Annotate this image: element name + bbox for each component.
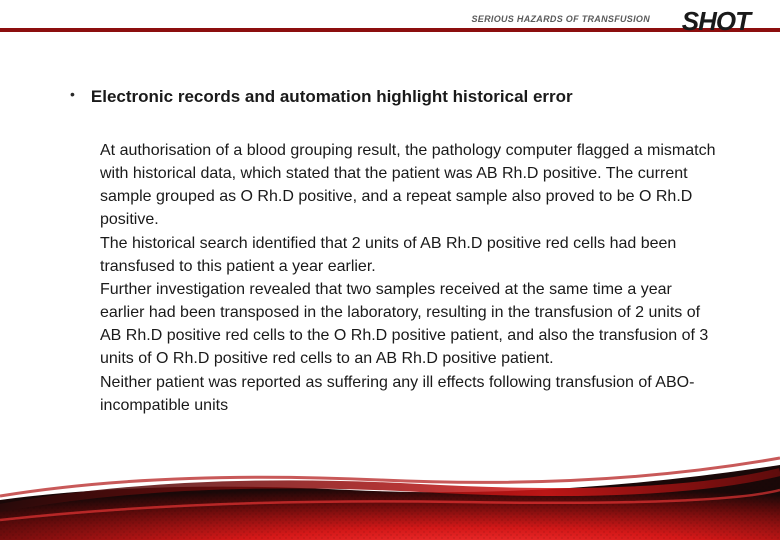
slide-heading: Electronic records and automation highli…: [91, 85, 573, 109]
bullet-symbol: •: [70, 85, 75, 105]
bullet-item: • Electronic records and automation high…: [70, 85, 720, 109]
footer-wave-graphic: [0, 450, 780, 540]
header-divider-bar: [0, 28, 780, 32]
header-tagline: SERIOUS HAZARDS OF TRANSFUSION: [471, 14, 650, 24]
slide-body-text: At authorisation of a blood grouping res…: [100, 139, 720, 417]
body-paragraph: At authorisation of a blood grouping res…: [100, 139, 720, 232]
body-paragraph: The historical search identified that 2 …: [100, 232, 720, 278]
body-paragraph: Further investigation revealed that two …: [100, 278, 720, 371]
shot-logo: SHOT: [682, 6, 750, 37]
content-region: • Electronic records and automation high…: [70, 85, 720, 417]
body-paragraph: Neither patient was reported as sufferin…: [100, 371, 720, 417]
